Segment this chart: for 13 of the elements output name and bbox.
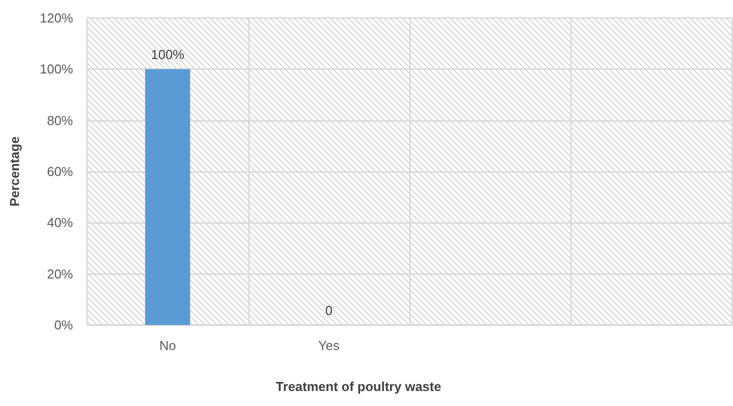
data-label: 0 [325, 303, 332, 318]
x-axis-title: Treatment of poultry waste [276, 379, 442, 394]
y-tick-label: 60% [46, 164, 74, 179]
y-tick-label: 20% [46, 266, 74, 282]
y-tick-label: 100% [40, 62, 74, 77]
x-tick-label: No [159, 338, 176, 353]
x-tick-label: Yes [318, 338, 340, 353]
y-tick-label: 120% [40, 10, 74, 26]
y-tick-label: 40% [46, 215, 74, 230]
y-tick-label: 0% [54, 318, 74, 332]
y-axis-title: Percentage [7, 136, 22, 207]
y-tick-label: 80% [46, 112, 74, 128]
data-label: 100% [151, 47, 185, 62]
